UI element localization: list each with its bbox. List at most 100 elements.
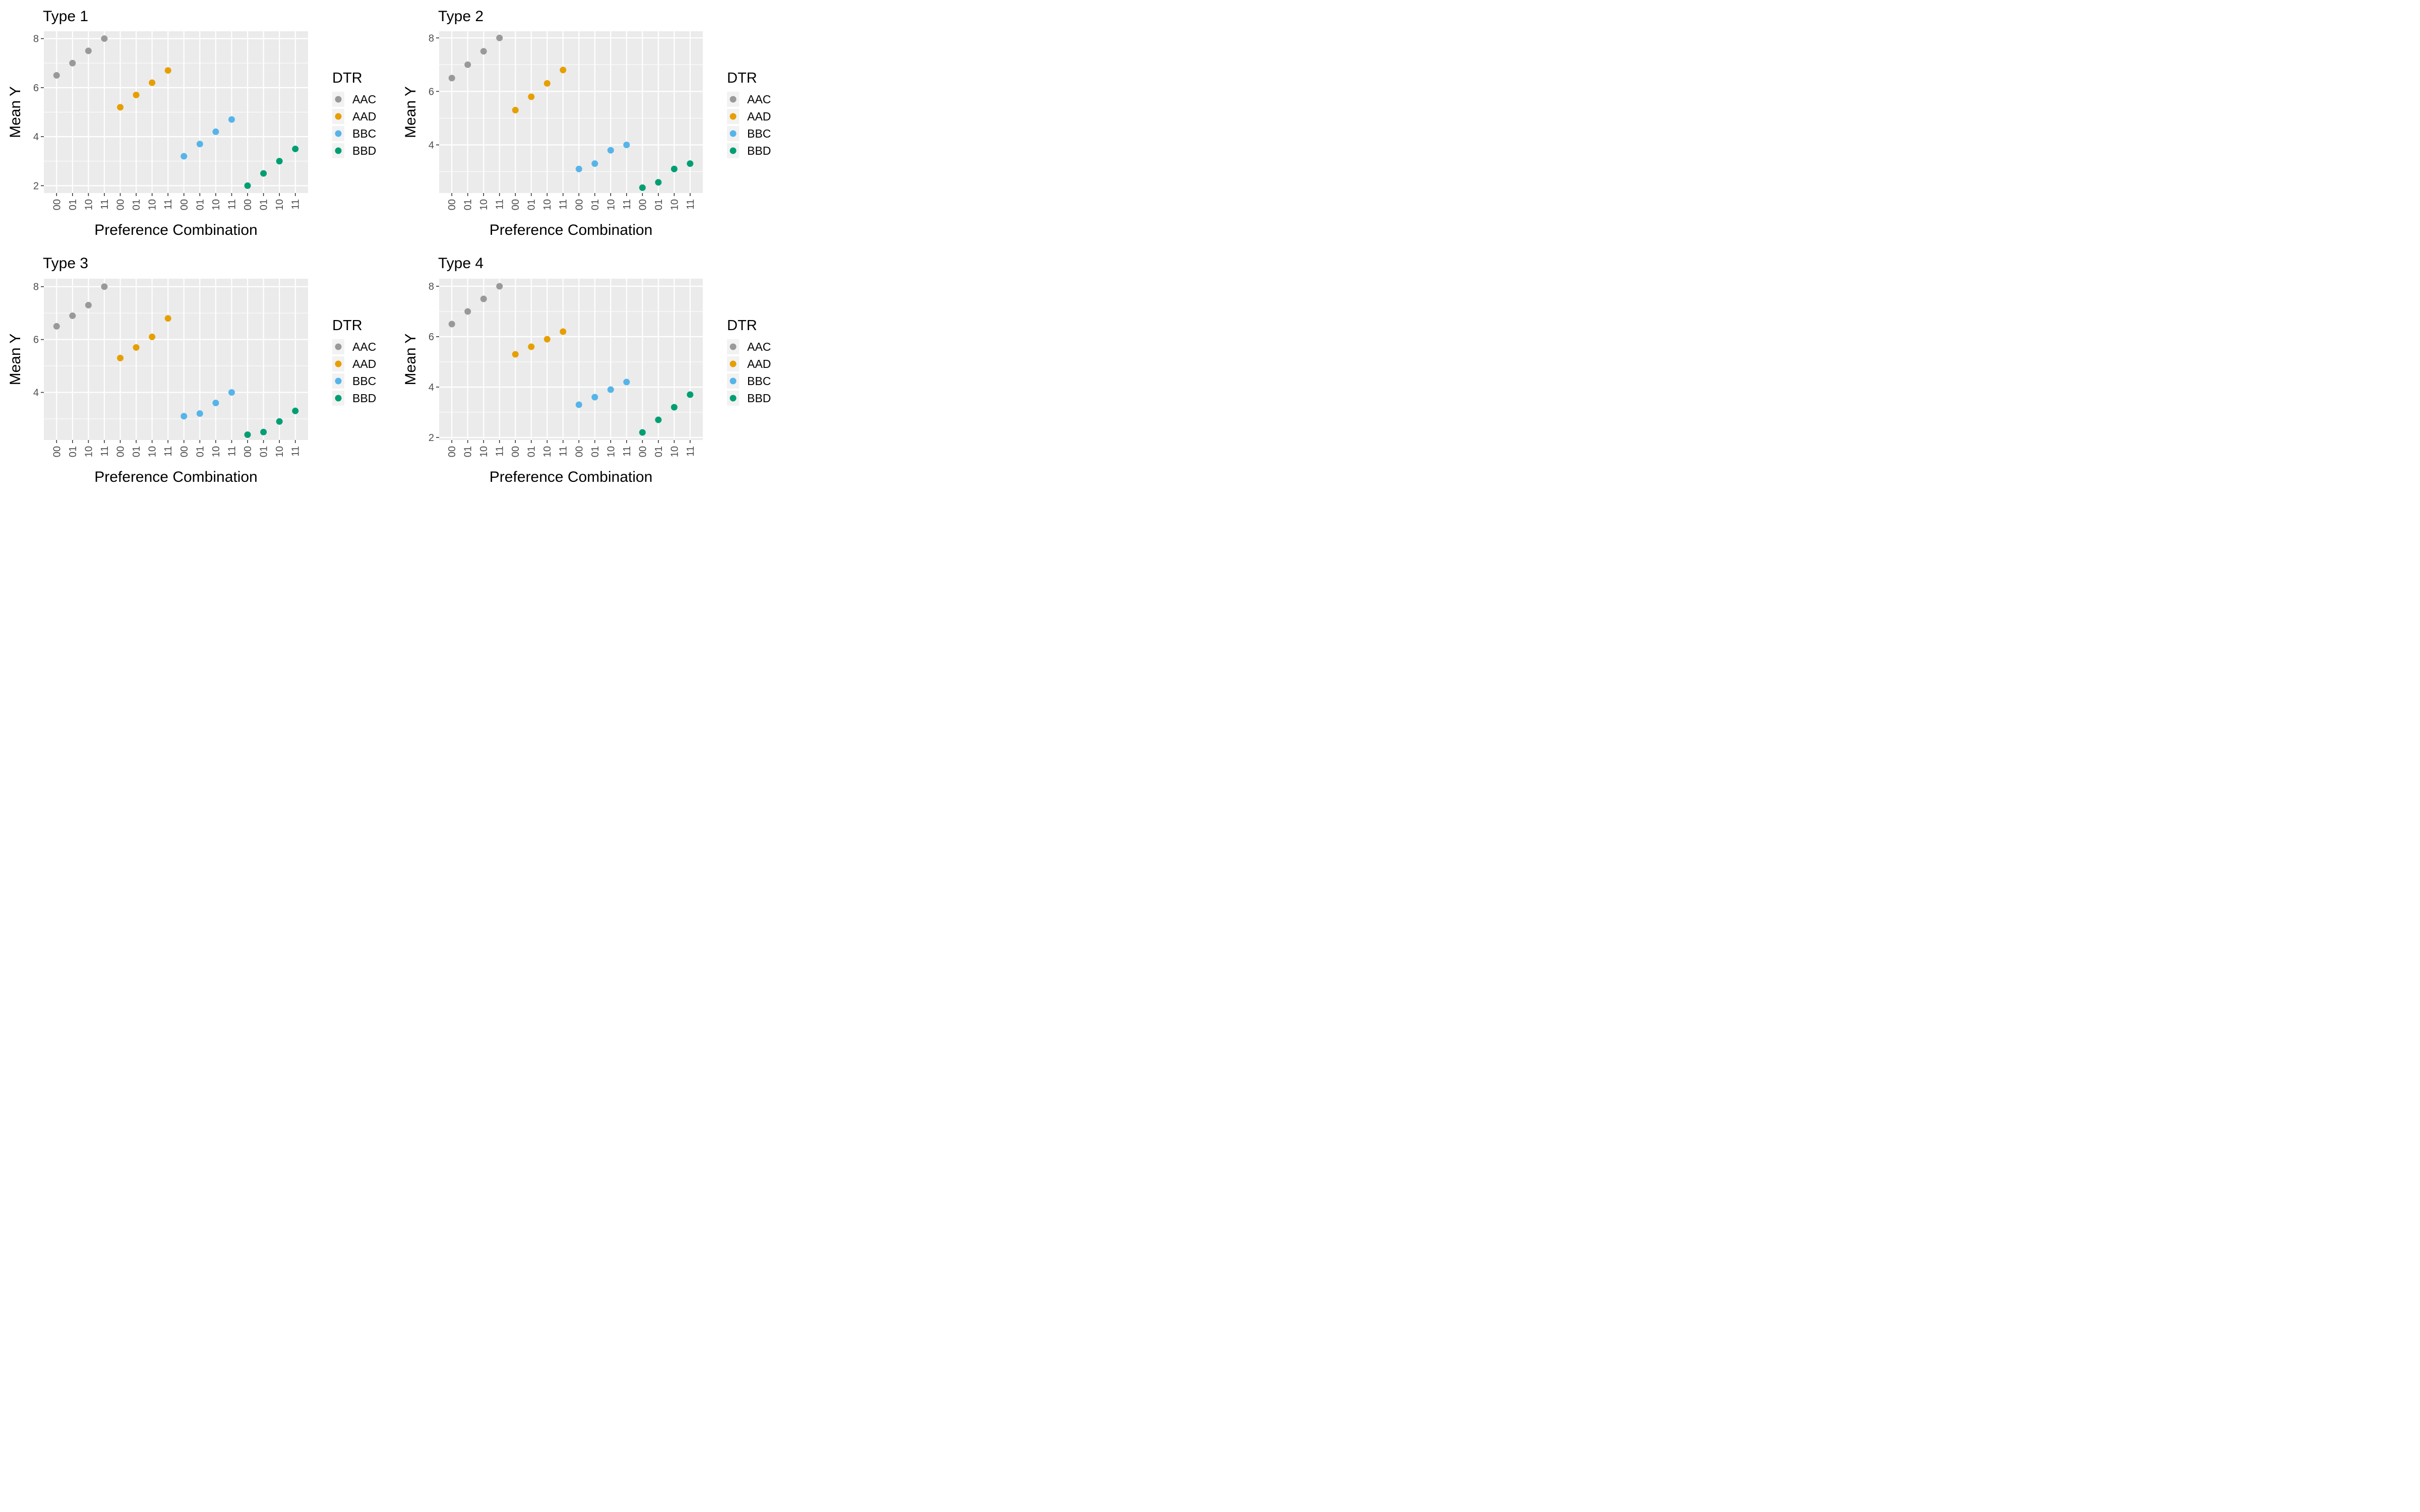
data-point-bbd (244, 431, 251, 438)
legend-key-bbc (335, 130, 342, 137)
data-point-aad (512, 351, 519, 358)
x-tick-label: 00 (574, 446, 585, 457)
legend-key-aac (335, 96, 342, 103)
legend-key-bbd (730, 395, 737, 402)
x-tick-label: 11 (495, 446, 506, 457)
x-tick-label: 10 (542, 446, 553, 457)
legend-label: BBD (747, 392, 771, 405)
x-tick-label: 00 (179, 199, 190, 210)
y-tick-label: 8 (429, 33, 434, 44)
data-point-aad (528, 343, 535, 350)
legend-label: AAC (747, 93, 771, 106)
data-point-aac (53, 323, 60, 330)
x-axis-title: Preference Combination (94, 222, 258, 238)
legend-label: BBD (352, 144, 376, 157)
data-point-aad (149, 79, 156, 86)
data-point-aac (85, 47, 92, 54)
y-tick-label: 4 (33, 388, 39, 399)
x-tick-label: 11 (163, 446, 174, 457)
data-point-bbc (196, 141, 203, 148)
data-point-aac (496, 34, 503, 41)
plot-background (439, 31, 703, 193)
x-tick-label: 10 (606, 199, 617, 210)
x-tick-label: 00 (637, 199, 648, 210)
data-point-bbd (276, 158, 283, 165)
x-tick-label: 00 (447, 446, 458, 457)
data-point-bbc (196, 410, 203, 417)
data-point-bbc (575, 165, 582, 172)
x-tick-label: 01 (653, 199, 664, 210)
legend-key-bbd (335, 395, 342, 402)
x-tick-label: 01 (526, 446, 537, 457)
legend-key-aac (335, 343, 342, 350)
x-tick-label: 11 (622, 446, 633, 457)
panel-title: Type 1 (43, 8, 88, 25)
x-tick-label: 11 (622, 199, 633, 210)
data-point-aad (543, 336, 551, 343)
data-point-aad (117, 104, 124, 111)
data-point-bbc (591, 160, 598, 167)
y-tick-label: 8 (33, 34, 39, 45)
data-point-aad (117, 354, 124, 361)
y-tick-label: 6 (33, 83, 39, 94)
x-tick-label: 11 (685, 446, 696, 457)
legend-label: BBC (747, 127, 771, 140)
x-tick-label: 01 (259, 199, 270, 210)
legend-label: AAD (747, 110, 771, 123)
y-axis-title: Mean Y (7, 86, 24, 138)
legend-label: AAC (352, 340, 376, 353)
data-point-bbd (292, 407, 299, 414)
data-point-bbd (292, 145, 299, 152)
data-point-bbd (687, 160, 694, 167)
data-point-aac (69, 59, 76, 67)
data-point-bbd (244, 182, 251, 189)
x-tick-label: 00 (637, 446, 648, 457)
y-tick-label: 2 (429, 432, 434, 444)
x-tick-label: 01 (526, 199, 537, 210)
x-tick-label: 00 (115, 199, 127, 210)
legend-key-aad (730, 360, 737, 367)
legend-key-bbc (730, 130, 737, 137)
data-point-bbd (655, 416, 662, 423)
data-point-bbc (212, 400, 219, 407)
legend-label: BBD (352, 392, 376, 405)
x-tick-label: 00 (510, 199, 521, 210)
x-tick-label: 11 (558, 199, 569, 210)
y-tick-label: 2 (33, 180, 39, 192)
chart-figure: 2 4 6 8 00 01 10 11 00 01 10 11 00 01 10 11 00 01 10 11 Type… (7, 8, 771, 485)
legend-label: BBC (747, 374, 771, 388)
x-tick-label: 01 (463, 446, 474, 457)
data-point-aac (448, 75, 455, 82)
data-point-aad (133, 344, 140, 351)
x-tick-label: 01 (463, 199, 474, 210)
x-tick-label: 10 (211, 199, 222, 210)
x-tick-label: 10 (274, 446, 285, 457)
x-tick-label: 00 (243, 199, 254, 210)
data-point-aac (480, 48, 487, 55)
data-point-aad (528, 93, 535, 100)
x-tick-label: 10 (147, 199, 158, 210)
panel-3: 4 6 8 00 01 10 11 00 01 10 11 00 01 10 11 00 01 10 11 Type … (7, 255, 376, 485)
legend-key-aad (335, 113, 342, 120)
data-point-bbd (639, 429, 646, 436)
x-tick-label: 11 (558, 446, 569, 457)
x-tick-label: 11 (99, 446, 110, 457)
y-axis-title: Mean Y (402, 334, 419, 386)
y-tick-label: 4 (33, 132, 39, 143)
data-point-bbd (687, 391, 694, 398)
data-point-aad (560, 328, 567, 335)
y-tick-label: 8 (33, 282, 39, 293)
data-point-aac (464, 61, 471, 68)
y-tick-label: 4 (429, 382, 434, 393)
data-point-bbc (623, 141, 630, 148)
legend-title: DTR (727, 318, 757, 334)
x-tick-label: 01 (259, 446, 270, 457)
x-tick-label: 01 (68, 446, 79, 457)
plot-background (44, 279, 308, 440)
legend-key-aad (335, 360, 342, 367)
x-tick-label: 00 (510, 446, 521, 457)
x-tick-label: 10 (478, 446, 490, 457)
legend-label: AAD (352, 357, 376, 370)
x-tick-label: 11 (685, 199, 696, 210)
data-point-aac (480, 295, 487, 302)
